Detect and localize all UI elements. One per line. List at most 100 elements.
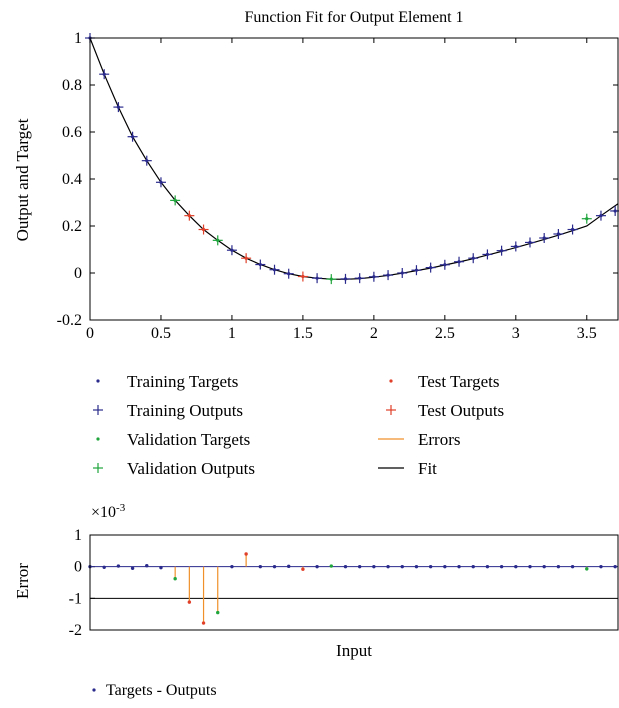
- x-tick-label: 2: [370, 325, 378, 342]
- error-point: [485, 564, 490, 569]
- error-point: [570, 564, 575, 569]
- legend-validation-targets-marker: [96, 437, 100, 441]
- training-output-point: [312, 273, 323, 284]
- y-tick-label: 0.8: [62, 77, 82, 94]
- error-point: [159, 565, 163, 570]
- y-tick-label: 0.4: [62, 171, 82, 188]
- y-tick-label: 1: [74, 30, 82, 47]
- training-output-point: [141, 155, 152, 166]
- training-output-point: [383, 270, 394, 281]
- training-output-point: [425, 262, 436, 273]
- training-output-point: [510, 241, 521, 252]
- training-output-point: [368, 271, 379, 282]
- chart-title: Function Fit for Output Element 1: [244, 9, 463, 26]
- y-tick-label: 0.6: [62, 124, 82, 141]
- validation-output-point: [326, 274, 337, 285]
- legend-training-targets-marker: [96, 379, 100, 383]
- x-tick-labels: 0 0.5 1 1.5 2 2.5 3 3.5: [86, 38, 597, 342]
- y-axis-label: Output and Target: [13, 118, 32, 241]
- legend-targets-outputs: Targets - Outputs: [106, 682, 217, 699]
- error-stems-group: [88, 552, 617, 625]
- legend-training-outputs: Training Outputs: [127, 401, 243, 420]
- test-output-point: [198, 224, 209, 235]
- legend-fit: Fit: [418, 459, 437, 478]
- y-tick-label: -0.2: [57, 312, 82, 329]
- error-multiplier: ×10-3: [91, 502, 126, 521]
- training-output-point: [397, 268, 408, 278]
- training-output-point: [454, 256, 465, 267]
- error-point: [301, 567, 305, 571]
- training-output-point: [155, 177, 166, 188]
- error-y-tick-labels: 1 0 -1 -2: [69, 527, 95, 639]
- legend-test-targets: Test Targets: [418, 372, 500, 391]
- legend-test-targets-marker: [389, 379, 393, 383]
- error-point: [102, 565, 106, 569]
- error-point: [272, 564, 277, 569]
- error-point: [258, 564, 263, 569]
- error-point: [216, 610, 220, 615]
- training-output-point: [255, 259, 266, 270]
- training-output-point: [482, 249, 493, 260]
- training-output-point: [567, 224, 578, 235]
- error-plot: ×10-3 Error 1 0 -1 -2 Input: [13, 502, 619, 660]
- training-output-point: [340, 273, 351, 284]
- error-x-axis-label: Input: [336, 641, 372, 660]
- error-y-axis-label: Error: [13, 563, 32, 599]
- error-y-tick-label: -2: [69, 622, 82, 639]
- legend-errors: Errors: [418, 430, 460, 449]
- error-point: [230, 564, 234, 569]
- training-output-point: [525, 237, 535, 248]
- fit-line-group: [89, 37, 619, 280]
- training-output-point: [283, 268, 294, 279]
- training-output-point: [113, 102, 124, 113]
- legend-training-targets: Training Targets: [127, 372, 238, 391]
- legend: Training Targets Training Outputs Valida…: [93, 372, 504, 478]
- y-tick-label: 0.2: [62, 218, 82, 235]
- error-legend: Targets - Outputs: [92, 682, 217, 699]
- error-point: [556, 564, 561, 569]
- training-output-point: [99, 69, 110, 80]
- training-output-point: [496, 245, 507, 256]
- data-points-group: [85, 33, 619, 285]
- error-point: [116, 564, 121, 568]
- fit-line: [89, 37, 619, 280]
- legend-validation-targets: Validation Targets: [127, 430, 250, 449]
- legend-validation-outputs: Validation Outputs: [127, 459, 255, 478]
- error-y-tick-label: 1: [74, 527, 82, 544]
- error-point: [130, 566, 135, 570]
- legend-training-outputs-marker: [93, 405, 103, 415]
- fit-plot: Function Fit for Output Element 1 Output…: [13, 9, 619, 342]
- error-plot-frame: [89, 534, 619, 631]
- training-output-point: [226, 245, 237, 256]
- error-point: [386, 564, 390, 569]
- y-tick-labels: 1 0.8 0.6 0.4 0.2 0 -0.2: [57, 30, 618, 329]
- training-output-point: [553, 228, 564, 239]
- error-point: [315, 564, 319, 569]
- error-point: [372, 564, 376, 569]
- validation-output-point: [212, 235, 223, 246]
- legend-validation-outputs-marker: [93, 463, 103, 473]
- error-point: [329, 564, 333, 568]
- validation-output-point: [581, 213, 592, 224]
- error-point: [428, 564, 433, 569]
- error-point: [400, 564, 404, 569]
- error-y-tick-label: 0: [74, 559, 82, 576]
- error-point: [528, 564, 532, 569]
- y-tick-label: 0: [74, 265, 82, 282]
- error-point: [173, 577, 177, 581]
- error-point: [287, 564, 291, 569]
- error-point: [585, 567, 589, 571]
- error-point: [357, 564, 362, 569]
- error-point: [244, 552, 248, 556]
- error-y-tick-label: -1: [69, 590, 82, 607]
- validation-output-point: [170, 195, 181, 206]
- test-output-point: [297, 271, 308, 282]
- training-output-point: [354, 273, 365, 284]
- error-point: [201, 621, 206, 625]
- x-tick-label: 3: [512, 325, 520, 342]
- training-output-point: [468, 253, 479, 264]
- error-point: [414, 564, 419, 569]
- error-point: [343, 564, 348, 569]
- training-output-point: [595, 210, 606, 221]
